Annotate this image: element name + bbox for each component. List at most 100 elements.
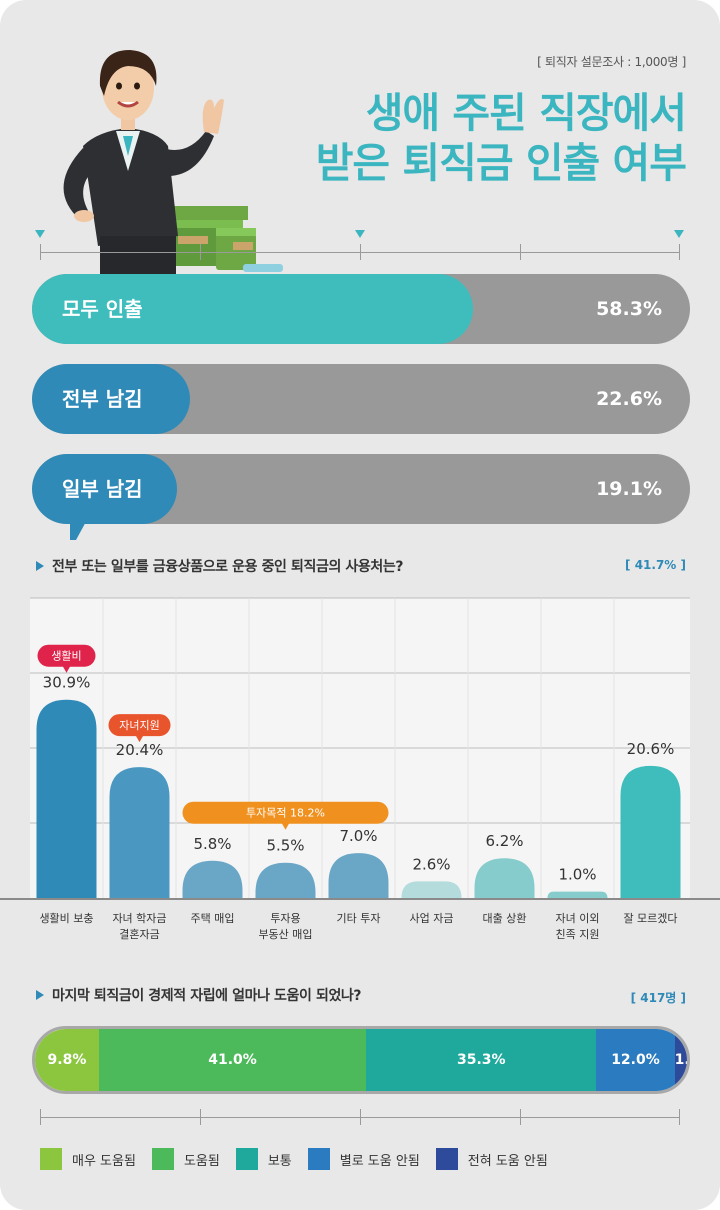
usage-bar — [328, 853, 389, 898]
usage-category-label: 부동산 매입 — [258, 928, 312, 941]
tag-living-text: 생활비 — [51, 649, 81, 663]
usage-bar — [401, 881, 462, 898]
usage-value-label: 30.9% — [43, 674, 91, 692]
tag-investment: 투자목적 18.2% — [182, 801, 389, 830]
timeline-marker-icon — [35, 230, 45, 238]
timeline-tick — [200, 244, 201, 260]
legend-label: 전혀 도움 안됨 — [467, 1153, 548, 1169]
chart-baseline — [0, 898, 720, 900]
withdrawal-bar-fill — [32, 274, 473, 344]
timeline-tick — [360, 244, 361, 260]
speech-bubble-tail — [70, 518, 88, 540]
bottom-timeline-tick — [520, 1109, 521, 1125]
bottom-timeline-tick — [679, 1109, 680, 1125]
usage-section-count: [ 41.7% ] — [625, 558, 686, 572]
triangle-bullet-icon — [36, 561, 44, 571]
usage-section-title-text: 전부 또는 일부를 금융상품으로 운용 중인 퇴직금의 사용처는? — [52, 559, 404, 575]
timeline-tick — [40, 244, 41, 260]
tag-investment-shape — [182, 801, 389, 824]
usage-category-label: 기타 투자 — [337, 912, 381, 925]
timeline-marker-icon — [355, 230, 365, 238]
withdrawal-bar-none: 전부 남김 22.6% — [32, 364, 690, 434]
usage-bar — [620, 765, 681, 898]
tag-children-shape — [108, 714, 171, 737]
help-segment: 12.0% — [596, 1029, 675, 1091]
legend-swatch — [307, 1148, 330, 1170]
usage-value-label: 5.5% — [266, 837, 304, 855]
timeline-tick — [679, 244, 680, 260]
withdrawal-value: 58.3% — [596, 298, 662, 320]
withdrawal-bar-fill — [32, 454, 177, 524]
usage-value-label: 7.0% — [339, 827, 377, 845]
withdrawal-label: 일부 남김 — [62, 477, 143, 501]
usage-bar — [474, 858, 535, 898]
help-segment: 41.0% — [98, 1029, 367, 1091]
usage-value-label: 1.0% — [558, 866, 596, 884]
help-segment: 1.9% — [674, 1029, 687, 1091]
withdrawal-bar-all: 모두 인출 58.3% — [32, 274, 690, 344]
bottom-timeline-tick — [360, 1109, 361, 1125]
usage-category-label: 친족 지원 — [556, 928, 600, 941]
usage-category-label: 대출 상환 — [483, 912, 527, 925]
survey-note: [ 퇴직자 설문조사 : 1,000명 ] — [537, 55, 686, 69]
tag-living-shape — [37, 644, 96, 667]
legend-swatch — [435, 1148, 458, 1170]
triangle-bullet-icon — [36, 990, 44, 1000]
usage-category-label: 사업 자금 — [410, 912, 454, 925]
help-segment: 35.3% — [366, 1029, 597, 1091]
page-title: 생애 주된 직장에서 받은 퇴직금 인출 여부 — [315, 88, 687, 188]
help-legend: 매우 도움됨 도움됨 보통 별로 도움 안됨 전혀 도움 안됨 — [40, 1148, 564, 1170]
legend-item: 별로 도움 안됨 — [307, 1148, 420, 1170]
tag-children: 자녀지원 — [108, 714, 171, 743]
usage-category-label: 잘 모르겠다 — [623, 912, 677, 925]
legend-label: 매우 도움됨 — [72, 1153, 136, 1169]
usage-value-label: 6.2% — [485, 832, 523, 850]
title-line-2: 받은 퇴직금 인출 여부 — [315, 139, 687, 187]
usage-value-label: 2.6% — [412, 855, 450, 873]
tag-investment-pointer — [281, 822, 290, 830]
help-segment: 9.8% — [35, 1029, 99, 1091]
usage-bar — [182, 860, 243, 898]
usage-section-title: 전부 또는 일부를 금융상품으로 운용 중인 퇴직금의 사용처는? — [36, 556, 403, 576]
help-section-count: [ 417명 ] — [630, 991, 686, 1005]
help-section-title: 마지막 퇴직금이 경제적 자립에 얼마나 도움이 되었나? — [36, 985, 362, 1005]
tag-living: 생활비 — [37, 644, 96, 673]
legend-label: 보통 — [267, 1153, 292, 1169]
usage-bar — [109, 767, 170, 898]
usage-value-label: 20.4% — [116, 741, 164, 759]
usage-bar — [255, 862, 316, 898]
usage-bar — [547, 891, 608, 898]
usage-category-label: 자녀 학자금 — [112, 912, 166, 925]
withdrawal-value: 22.6% — [596, 388, 662, 410]
bottom-timeline-tick — [200, 1109, 201, 1125]
legend-label: 도움됨 — [183, 1153, 220, 1169]
legend-item: 전혀 도움 안됨 — [435, 1148, 548, 1170]
legend-label: 별로 도움 안됨 — [339, 1153, 420, 1169]
legend-swatch — [151, 1148, 174, 1170]
help-section-title-text: 마지막 퇴직금이 경제적 자립에 얼마나 도움이 되었나? — [52, 988, 362, 1004]
businesswoman-illustration — [63, 50, 283, 276]
usage-value-label: 20.6% — [627, 740, 675, 758]
usage-category-label: 주택 매입 — [191, 912, 235, 925]
tag-investment-text: 투자목적 18.2% — [246, 807, 325, 820]
tag-children-text: 자녀지원 — [119, 719, 159, 732]
withdrawal-bar-fill — [32, 364, 190, 434]
usage-category-label: 투자용 — [270, 912, 300, 925]
withdrawal-label: 모두 인출 — [62, 297, 143, 321]
usage-category-label: 결혼자금 — [119, 928, 159, 941]
legend-item: 보통 — [235, 1148, 292, 1170]
tag-living-pointer — [62, 665, 71, 673]
tag-children-pointer — [135, 735, 144, 743]
withdrawal-bar-partial: 일부 남김 19.1% — [32, 454, 690, 524]
legend-swatch — [40, 1148, 62, 1170]
withdrawal-value: 19.1% — [596, 478, 662, 500]
usage-category-label: 자녀 이외 — [556, 912, 600, 925]
usage-value-label: 5.8% — [193, 835, 231, 853]
timeline-marker-icon — [674, 230, 684, 238]
help-stacked-bar: 9.8%41.0%35.3%12.0%1.9% — [32, 1026, 690, 1094]
timeline-tick — [520, 244, 521, 260]
legend-item: 도움됨 — [151, 1148, 220, 1170]
legend-item: 매우 도움됨 — [40, 1148, 136, 1170]
